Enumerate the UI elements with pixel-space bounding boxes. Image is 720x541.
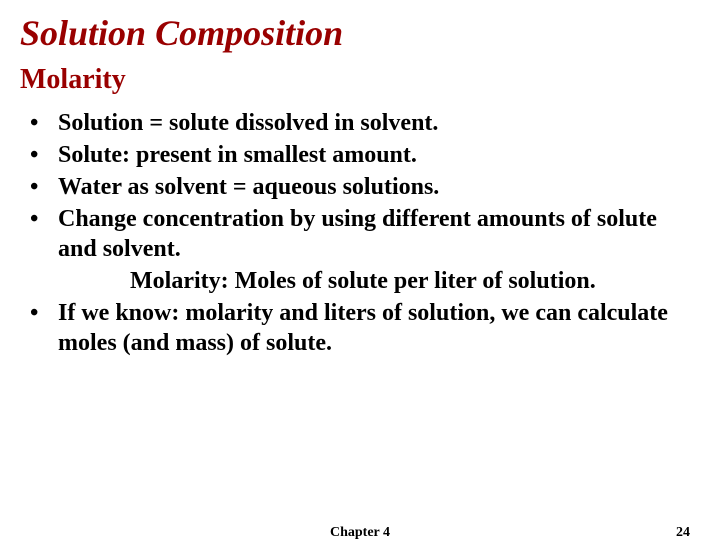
bullet-icon: • [30, 108, 58, 138]
bullet-list: • Solution = solute dissolved in solvent… [20, 108, 700, 264]
definition-line: Molarity: Moles of solute per liter of s… [20, 266, 700, 296]
footer-page-number: 24 [676, 525, 690, 541]
bullet-icon: • [30, 140, 58, 170]
bullet-icon: • [30, 298, 58, 328]
list-item: • Water as solvent = aqueous solutions. [30, 172, 700, 202]
bullet-list-2: • If we know: molarity and liters of sol… [20, 298, 700, 358]
bullet-icon: • [30, 172, 58, 202]
bullet-text: Change concentration by using different … [58, 204, 700, 264]
bullet-icon: • [30, 204, 58, 234]
list-item: • Solution = solute dissolved in solvent… [30, 108, 700, 138]
bullet-text: If we know: molarity and liters of solut… [58, 298, 700, 358]
list-item: • Change concentration by using differen… [30, 204, 700, 264]
bullet-text: Solute: present in smallest amount. [58, 140, 700, 170]
list-item: • Solute: present in smallest amount. [30, 140, 700, 170]
footer-chapter: Chapter 4 [330, 525, 390, 541]
slide-title: Solution Composition [20, 12, 700, 54]
list-item: • If we know: molarity and liters of sol… [30, 298, 700, 358]
bullet-text: Water as solvent = aqueous solutions. [58, 172, 700, 202]
slide-subtitle: Molarity [20, 64, 700, 96]
bullet-text: Solution = solute dissolved in solvent. [58, 108, 700, 138]
